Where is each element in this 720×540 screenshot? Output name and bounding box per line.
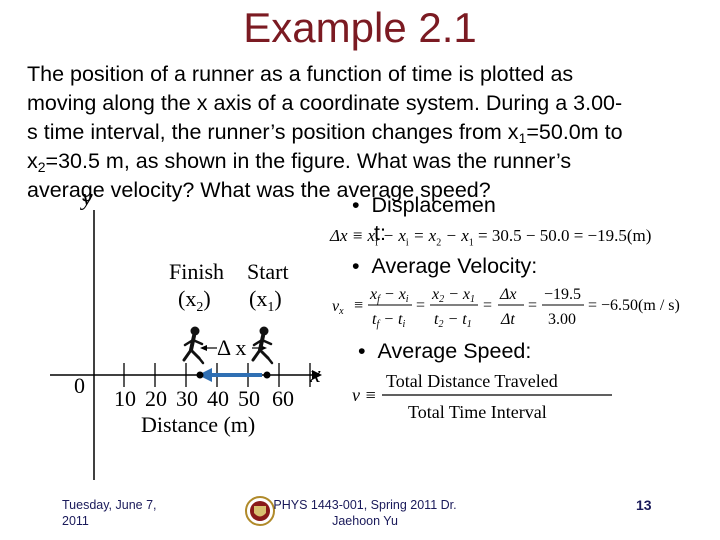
svg-text:vx: vx [332,298,344,317]
problem-line-4: =30.5 m, as shown in the figure. What wa… [45,149,572,173]
x1-subscript: 1 [518,130,527,146]
page-number: 13 [636,497,652,513]
svg-text:=: = [483,297,492,314]
slide-title: Example 2.1 [243,4,477,51]
svg-text:=: = [416,297,425,314]
svg-text:Total Time Interval: Total Time Interval [408,402,547,422]
start-label: Start [247,259,289,284]
finish-sub-label: (x2) [178,286,211,315]
displacement-label-a: Displacemen [371,193,496,217]
svg-text:Total Distance Traveled: Total Distance Traveled [386,371,558,391]
university-seal-icon [245,496,275,526]
displacement-label-b: t: [374,221,386,245]
svg-text:=: = [528,297,537,314]
problem-line-2: moving along the x axis of a coordinate … [27,91,623,115]
avg-speed-label: Average Speed: [377,339,532,363]
origin-label: 0 [74,373,85,398]
problem-line-5: average velocity? What was the average s… [27,178,491,202]
bullet-average-speed: • Average Speed: [358,339,532,363]
problem-line-3: s time interval, the runner’s position c… [27,120,519,144]
displacement-equation: Δx ≡ xf − xi = x2 − x1 = 30.5 − 50.0 = −… [330,226,652,249]
displacement-arrowhead [198,368,212,382]
bullet-dot: • [352,193,360,217]
x2-subscript: 2 [37,159,46,175]
tick-label-30: 30 [176,386,198,411]
svg-text:≡: ≡ [354,297,363,314]
start-sub-label: (x1) [249,286,282,315]
average-speed-equation: v ≡ Total Distance Traveled Total Time I… [352,371,612,422]
y-axis-label: y [80,185,93,211]
problem-line-3-end: =50.0m to [526,120,623,144]
svg-text:= −6.50(m / s): = −6.50(m / s) [588,297,680,314]
runner-finish-icon [182,326,205,365]
svg-text:Δx: Δx [499,286,517,303]
x-axis-arrowhead [312,370,322,380]
bullet-average-velocity: • Average Velocity: [352,254,538,278]
finish-point [196,371,204,379]
tick-label-20: 20 [145,386,167,411]
tick-label-10: 10 [114,386,136,411]
svg-text:t2 − t1: t2 − t1 [434,311,472,330]
start-point [263,371,271,379]
svg-text:Δt: Δt [500,311,515,328]
footer-course: PHYS 1443-001, Spring 2011 Dr. Jaehoon Y… [273,498,457,528]
finish-label: Finish [169,259,224,284]
distance-axis-title: Distance (m) [141,412,255,437]
average-velocity-equation: vx ≡ xf − xi tf − ti = x2 − x1 t2 − t1 =… [332,286,680,330]
svg-text:xf − xi: xf − xi [369,286,409,305]
problem-line-1: The position of a runner as a function o… [27,62,574,86]
footer-date: Tuesday, June 7, 2011 [62,498,157,528]
runner-start-icon [251,326,274,365]
avg-velocity-label: Average Velocity: [371,254,538,278]
tick-label-50: 50 [238,386,260,411]
svg-text:3.00: 3.00 [548,311,576,328]
bullet-displacement: • Displacemen [352,193,496,218]
problem-line-4-start: x [27,149,38,173]
problem-statement: The position of a runner as a function o… [27,60,707,205]
tick-label-40: 40 [207,386,229,411]
svg-text:−19.5: −19.5 [544,286,581,303]
svg-text:tf − ti: tf − ti [372,311,405,330]
svg-text:v ≡: v ≡ [352,385,377,405]
svg-text:x2 − x1: x2 − x1 [431,286,475,305]
x-axis-label: x [309,362,321,388]
tick-label-60: 60 [272,386,294,411]
delta-x-label: Δ x [217,335,246,360]
